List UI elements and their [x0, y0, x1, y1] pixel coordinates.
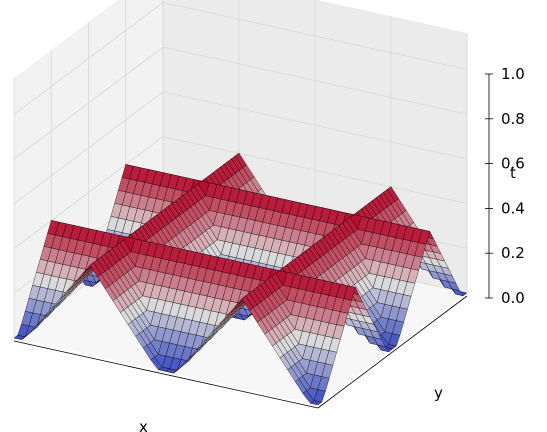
z-tick-label: 0.2: [501, 244, 525, 262]
y-axis-label: y: [434, 384, 443, 402]
z-tick-label: 0.4: [501, 199, 525, 217]
z-tick-label: 0.0: [501, 289, 525, 307]
z-ticks: 0.0 0.2 0.4 0.6 0.8 1.0: [485, 65, 525, 307]
z-tick-label: 0.6: [501, 155, 525, 173]
x-axis-label: x: [139, 418, 148, 432]
surface-facet: [309, 400, 323, 406]
z-tick-label: 0.8: [501, 110, 525, 128]
z-axis-label: t: [510, 164, 516, 182]
y-axis-line: [317, 295, 468, 409]
surface-mesh: [13, 152, 468, 406]
x-axis-line: [13, 340, 319, 409]
z-tick-label: 1.0: [501, 65, 525, 83]
axes: [13, 74, 490, 409]
